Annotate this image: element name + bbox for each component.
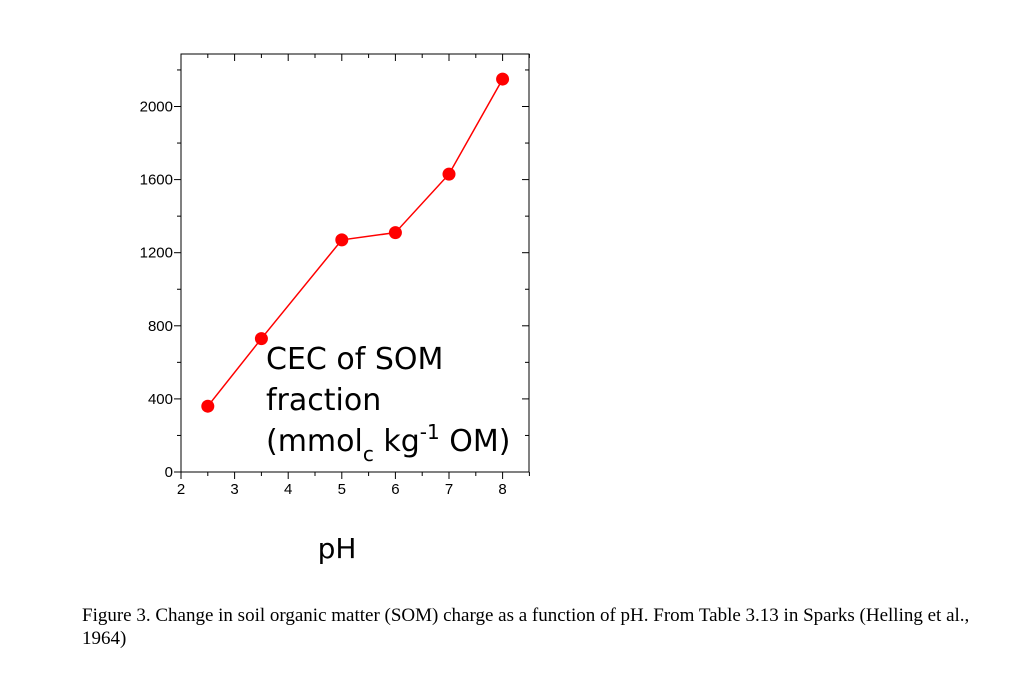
data-point — [388, 226, 402, 240]
x-tick-label: 6 — [391, 481, 399, 498]
y-tick-label: 400 — [148, 391, 173, 408]
x-tick-label: 3 — [230, 481, 238, 498]
plot-frame — [180, 53, 530, 473]
x-tick-label: 2 — [177, 481, 185, 498]
annotation-line-3-open: (mmol — [266, 424, 363, 459]
annotation-line-3: (mmolc kg-1 OM) — [266, 420, 511, 466]
x-tick-label: 8 — [498, 481, 506, 498]
data-point — [201, 399, 215, 413]
figure-caption: Figure 3. Change in soil organic matter … — [82, 605, 970, 649]
y-tick-label: 1200 — [140, 245, 173, 262]
data-point — [335, 233, 349, 247]
series-layer — [201, 72, 510, 413]
data-point — [496, 72, 510, 86]
y-tick-label: 1600 — [140, 172, 173, 189]
x-tick-label: 7 — [445, 481, 453, 498]
annotation-line-2: fraction — [266, 383, 381, 418]
data-point — [254, 332, 268, 346]
y-tick-label: 0 — [165, 464, 173, 481]
annotation-line-3-mid: kg — [374, 424, 420, 459]
axis-ticks: 2 3 4 5 6 7 8 0 400 800 1200 1600 2000 — [140, 54, 530, 498]
annotation-superscript: -1 — [420, 420, 440, 444]
data-point — [442, 167, 456, 181]
annotation-subscript: c — [363, 442, 374, 466]
annotation-line-1: CEC of SOM — [266, 342, 443, 377]
y-tick-label: 2000 — [140, 99, 173, 116]
x-axis-label: pH — [318, 532, 357, 565]
annotation-line-3-end: OM) — [440, 424, 511, 459]
x-tick-label: 5 — [338, 481, 346, 498]
series-line — [207, 78, 504, 407]
x-tick-label: 4 — [284, 481, 292, 498]
chart: 2 3 4 5 6 7 8 0 400 800 1200 1600 2000 CEC of SOM fr… — [140, 53, 530, 565]
y-tick-label: 800 — [148, 318, 173, 335]
